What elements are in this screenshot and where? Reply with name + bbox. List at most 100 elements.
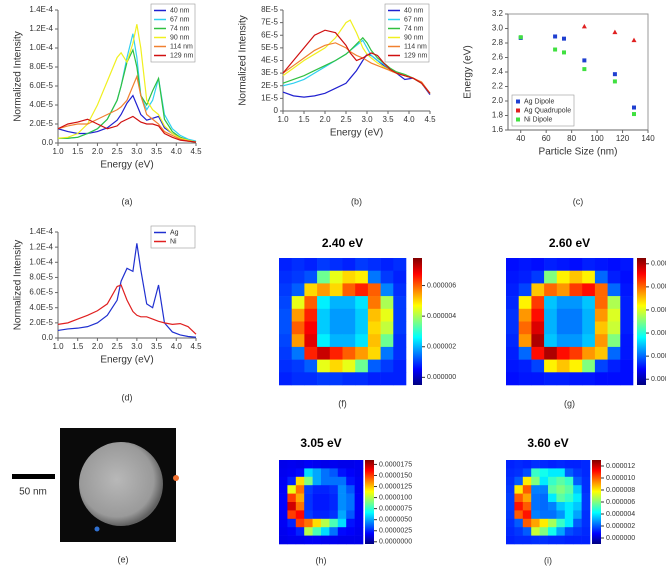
heatmap-cell xyxy=(548,476,557,486)
heatmap-cell xyxy=(279,334,292,348)
x-tick-label: 4.0 xyxy=(171,147,183,156)
heatmap-cell xyxy=(321,460,330,469)
heatmap-cell xyxy=(620,346,634,360)
point xyxy=(562,36,566,41)
heatmap-cell xyxy=(582,283,596,297)
heatmap-cell xyxy=(506,359,519,373)
heatmap-cell xyxy=(556,485,566,494)
heatmap-cell xyxy=(279,468,288,478)
heatmap-cell xyxy=(518,321,532,335)
heatmap-cell xyxy=(304,460,313,469)
heatmap-cell xyxy=(312,493,322,503)
heatmap-cell xyxy=(582,372,596,386)
heatmap-cell xyxy=(342,346,356,360)
colorbar xyxy=(413,258,422,385)
heatmap-cell xyxy=(506,485,515,494)
heatmap-cell xyxy=(548,468,557,478)
heatmap-cell xyxy=(607,270,621,284)
heatmap-cell xyxy=(304,359,318,373)
legend-label: 90 nm xyxy=(170,34,190,41)
heatmap-cell xyxy=(514,460,524,469)
heatmap-cell xyxy=(342,270,356,284)
point xyxy=(632,105,636,110)
heatmap-cell xyxy=(329,283,343,297)
y-tick-label: 0.0 xyxy=(42,333,54,342)
heatmap-cell xyxy=(548,510,557,520)
heatmap-cell xyxy=(329,502,339,511)
heatmap-cell xyxy=(607,283,621,297)
heatmap-cell xyxy=(279,283,292,297)
heatmap-cell xyxy=(506,493,515,503)
legend-label: Ag xyxy=(170,229,179,236)
colorbar-tick-label: 0.000008 xyxy=(606,487,635,494)
heatmap-cell xyxy=(279,460,288,469)
legend-label: 67 nm xyxy=(170,16,190,23)
heatmap-cell xyxy=(312,527,322,536)
heatmap-cell xyxy=(380,372,394,386)
heatmap-cell xyxy=(556,476,566,486)
heatmap-cell xyxy=(506,502,515,511)
heatmap-cell xyxy=(337,527,347,536)
heatmap-cell xyxy=(564,485,574,494)
point xyxy=(562,50,566,55)
heatmap-cell xyxy=(321,485,330,494)
heatmap-cell xyxy=(556,308,570,322)
heatmap-cell xyxy=(506,308,519,322)
heatmap-cell xyxy=(295,460,305,469)
colorbar-tick-label: 0.0000075 xyxy=(379,505,412,512)
heatmap-cell xyxy=(539,502,549,511)
heatmap-cell xyxy=(279,510,288,520)
x-tick-label: 2.5 xyxy=(340,115,352,124)
heatmap-cell xyxy=(514,468,524,478)
heatmap-cell xyxy=(539,468,549,478)
heatmap-cell xyxy=(295,510,305,520)
heatmap-cell xyxy=(367,308,381,322)
heatmap-cell xyxy=(287,518,297,528)
heatmap-cell xyxy=(291,270,305,284)
heatmap-cell xyxy=(569,270,583,284)
legend-label: 74 nm xyxy=(404,25,424,32)
heatmap-cell xyxy=(548,502,557,511)
heatmap-cell xyxy=(329,476,339,486)
heatmap-cell xyxy=(321,493,330,503)
heatmap-cell xyxy=(569,296,583,310)
heatmap-cell xyxy=(556,460,566,469)
y-tick-label: 5E-5 xyxy=(261,43,278,52)
colorbar-tick-label: 0.000004 xyxy=(651,330,666,337)
heatmap-cell xyxy=(317,258,331,271)
heatmap-cell xyxy=(380,346,394,360)
heatmap-cell xyxy=(337,502,347,511)
heatmap-cell xyxy=(594,270,608,284)
x-tick-label: 140 xyxy=(641,134,655,143)
heatmap-cell xyxy=(531,321,545,335)
heatmap-cell xyxy=(367,334,381,348)
colorbar-tick-label: 0.000002 xyxy=(606,523,635,530)
heatmap-cell xyxy=(548,493,557,503)
caption: (b) xyxy=(351,196,362,206)
heatmap-cell xyxy=(346,510,355,520)
heatmap-cell xyxy=(279,493,288,503)
heatmap-cell xyxy=(522,476,532,486)
heatmap-cell xyxy=(304,527,313,536)
heatmap-cell xyxy=(393,283,407,297)
heatmap-cell xyxy=(518,308,532,322)
heatmap-cell xyxy=(342,321,356,335)
heatmap-cell xyxy=(329,296,343,310)
heatmap-cell xyxy=(346,502,355,511)
heatmap-cell xyxy=(312,476,322,486)
y-axis-label: Energy (eV) xyxy=(463,45,474,98)
heatmap-cell xyxy=(329,518,339,528)
heatmap-cell xyxy=(354,468,364,478)
x-tick-label: 4.5 xyxy=(190,342,202,351)
heatmap-cell xyxy=(522,535,532,545)
heatmap-cell xyxy=(531,460,540,469)
heatmap-cell xyxy=(620,308,634,322)
legend-label: Ag Quadrupole xyxy=(524,107,571,114)
y-tick-label: 3E-5 xyxy=(261,68,278,77)
colorbar-tick-label: 0.000012 xyxy=(606,463,635,470)
caption: (h) xyxy=(316,555,327,565)
heatmap-cell xyxy=(304,502,313,511)
heatmap-cell xyxy=(329,485,339,494)
heatmap-cell xyxy=(380,308,394,322)
